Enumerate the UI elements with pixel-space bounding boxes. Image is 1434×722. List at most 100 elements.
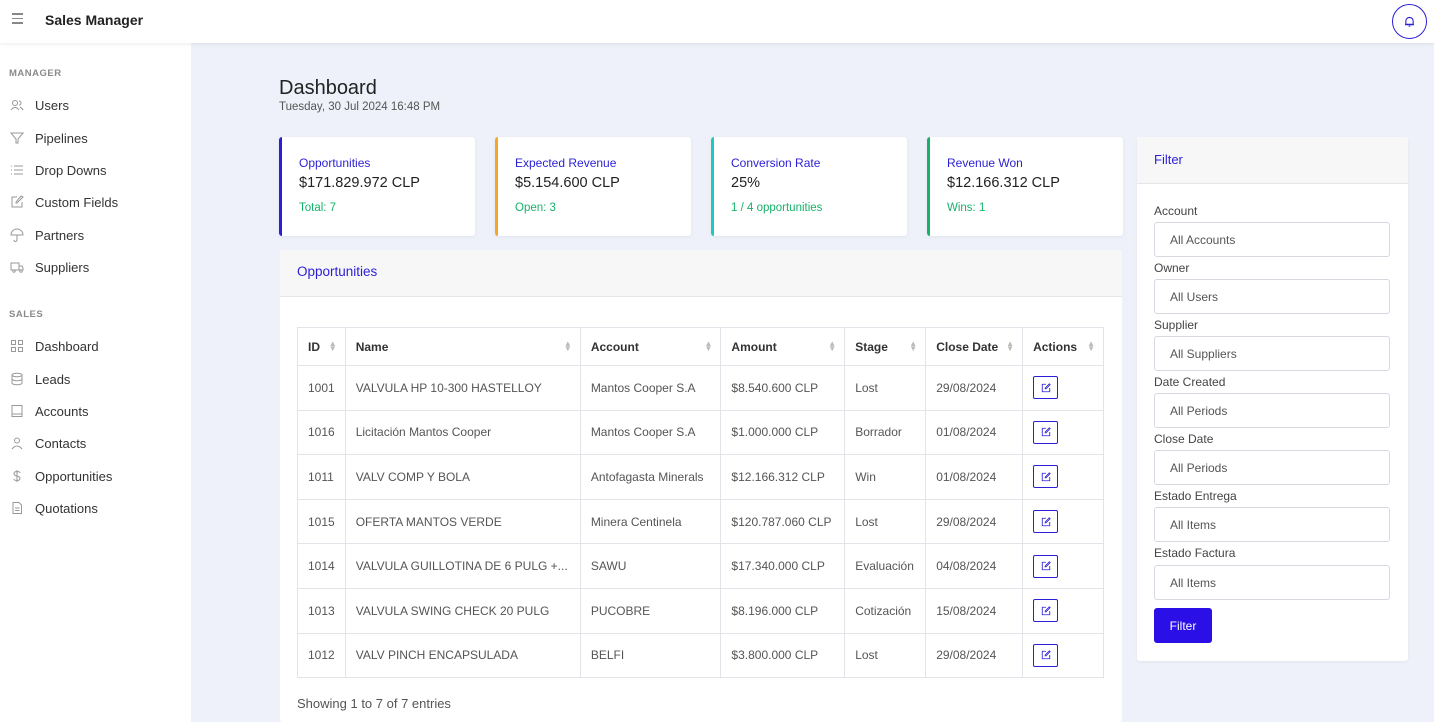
cell-id: 1013: [297, 587, 346, 634]
page-title: Dashboard: [279, 77, 377, 99]
sidebar-item-contacts[interactable]: Contacts: [10, 432, 86, 454]
opportunities-panel: Opportunities ID ▲ ▼ Name ▲ ▼ Account ▲ ▼ Amou…: [280, 250, 1122, 722]
accent-bar: [279, 137, 282, 236]
estado-entrega-select[interactable]: All Items: [1154, 507, 1390, 542]
edit-button[interactable]: [1033, 420, 1059, 444]
sidebar-item-dashboard[interactable]: Dashboard: [10, 335, 99, 357]
sort-icon: ▲ ▼: [704, 339, 713, 353]
cell-id: 1015: [297, 498, 346, 545]
cell-name: VALV PINCH ENCAPSULADA: [344, 632, 581, 679]
sidebar-item-label: Pipelines: [35, 130, 88, 146]
table-row: 1012 VALV PINCH ENCAPSULADA BELFI $3.800.00…: [297, 632, 1104, 679]
column-header-close-date[interactable]: Close Date ▲ ▼: [925, 327, 1024, 366]
cell-close-date: 04/08/2024: [925, 543, 1024, 589]
stat-value: $171.829.972 CLP: [299, 175, 420, 191]
supplier-select[interactable]: All Suppliers: [1154, 336, 1390, 371]
sidebar-item-pipelines[interactable]: Pipelines: [10, 127, 88, 149]
sort-icon: ▲ ▼: [909, 339, 918, 353]
edit-icon: [1041, 516, 1051, 526]
cell-account: Mantos Cooper S.A: [579, 365, 722, 411]
date-created-select[interactable]: All Periods: [1154, 393, 1390, 428]
panel-title: Opportunities: [280, 250, 1122, 297]
cell-stage: Win: [844, 454, 927, 500]
cell-stage: Evaluación: [844, 543, 927, 589]
truck-icon: [10, 260, 24, 274]
list-icon: [10, 163, 24, 177]
edit-icon: [1041, 383, 1051, 392]
filter-label-date-created: Date Created: [1154, 375, 1226, 389]
cell-amount: $17.340.000 CLP: [720, 543, 846, 589]
sidebar-item-users[interactable]: Users: [10, 94, 69, 116]
column-header-account[interactable]: Account ▲ ▼: [579, 327, 722, 366]
table-row: 1001 VALVULA HP 10-300 HASTELLOY Mantos Co…: [297, 365, 1104, 411]
stat-card-conversion-rate: Conversion Rate 25% 1 / 4 opportunities: [711, 137, 907, 236]
sidebar-item-label: Custom Fields: [35, 194, 119, 210]
owner-select[interactable]: All Users: [1154, 279, 1390, 314]
top-bar: Sales Manager: [0, 0, 1434, 43]
sort-icon: ▲ ▼: [328, 339, 337, 353]
table-info: Showing 1 to 7 of 7 entries: [297, 696, 451, 711]
notifications-button[interactable]: [1392, 4, 1427, 39]
table-row: 1014 VALVULA GUILLOTINA DE 6 PULG +... SAW…: [297, 543, 1104, 589]
cell-account: SAWU: [579, 543, 722, 589]
edit-button[interactable]: [1033, 465, 1059, 489]
sidebar-item-suppliers[interactable]: Suppliers: [10, 256, 89, 278]
dollar-icon: [10, 469, 24, 483]
sort-icon: ▲ ▼: [1087, 339, 1095, 353]
umbrella-icon: [10, 228, 24, 242]
column-header-stage[interactable]: Stage ▲ ▼: [844, 327, 927, 366]
sidebar-item-leads[interactable]: Leads: [10, 368, 70, 390]
table-row: 1015 OFERTA MANTOS VERDE Minera Centinela $…: [297, 498, 1104, 545]
account-select[interactable]: All Accounts: [1154, 222, 1390, 257]
cell-id: 1012: [297, 632, 346, 679]
column-header-name[interactable]: Name ▲ ▼: [344, 327, 581, 366]
cell-name: VALVULA HP 10-300 HASTELLOY: [344, 365, 581, 411]
cell-name: VALVULA SWING CHECK 20 PULG: [344, 587, 581, 634]
sidebar-item-partners[interactable]: Partners: [10, 224, 84, 246]
cell-stage: Borrador: [844, 409, 927, 456]
filter-label-account: Account: [1154, 204, 1198, 218]
cell-close-date: 29/08/2024: [925, 498, 1024, 545]
cell-id: 1016: [297, 409, 346, 456]
accent-bar: [927, 137, 930, 236]
stat-sub: Total: 7: [299, 202, 337, 214]
sidebar-item-quotations[interactable]: Quotations: [10, 497, 98, 519]
sidebar-item-label: Quotations: [35, 500, 98, 516]
user-icon: [10, 436, 24, 450]
cell-close-date: 01/08/2024: [925, 409, 1024, 456]
cell-stage: Cotización: [844, 587, 927, 634]
edit-button[interactable]: [1033, 554, 1059, 578]
cell-stage: Lost: [844, 632, 927, 679]
sidebar-item-accounts[interactable]: Accounts: [10, 400, 88, 422]
book-icon: [10, 404, 24, 418]
edit-icon: [1041, 427, 1051, 437]
edit-button[interactable]: [1033, 510, 1059, 534]
estado-factura-select[interactable]: All Items: [1154, 565, 1390, 600]
column-header-actions[interactable]: Actions ▲ ▼: [1022, 327, 1104, 366]
cell-actions: [1022, 365, 1104, 411]
edit-button[interactable]: [1033, 376, 1059, 400]
accent-bar: [711, 137, 714, 236]
edit-button[interactable]: [1033, 643, 1059, 667]
cell-close-date: 15/08/2024: [925, 587, 1024, 634]
cell-name: Licitación Mantos Cooper: [344, 409, 581, 456]
section-label-sales: SALES: [9, 309, 44, 320]
app-title: Sales Manager: [45, 12, 144, 28]
cell-account: Antofagasta Minerals: [579, 454, 722, 500]
sidebar-item-opportunities[interactable]: Opportunities: [10, 465, 112, 487]
sidebar-item-label: Accounts: [35, 403, 89, 419]
sidebar-item-drop-downs[interactable]: Drop Downs: [10, 159, 107, 181]
filter-button[interactable]: Filter: [1154, 608, 1212, 643]
cell-actions: [1022, 543, 1104, 589]
sidebar-item-custom-fields[interactable]: Custom Fields: [10, 191, 118, 213]
edit-icon: [1041, 606, 1051, 615]
column-header-id[interactable]: ID ▲ ▼: [297, 327, 346, 366]
sidebar-item-label: Contacts: [35, 435, 87, 451]
menu-icon[interactable]: [12, 13, 24, 27]
close-date-select[interactable]: All Periods: [1154, 450, 1390, 485]
edit-icon: [1041, 650, 1051, 660]
column-header-amount[interactable]: Amount ▲ ▼: [720, 327, 846, 366]
cell-actions: [1022, 498, 1104, 545]
sidebar-item-label: Suppliers: [35, 259, 90, 275]
edit-button[interactable]: [1033, 599, 1059, 623]
